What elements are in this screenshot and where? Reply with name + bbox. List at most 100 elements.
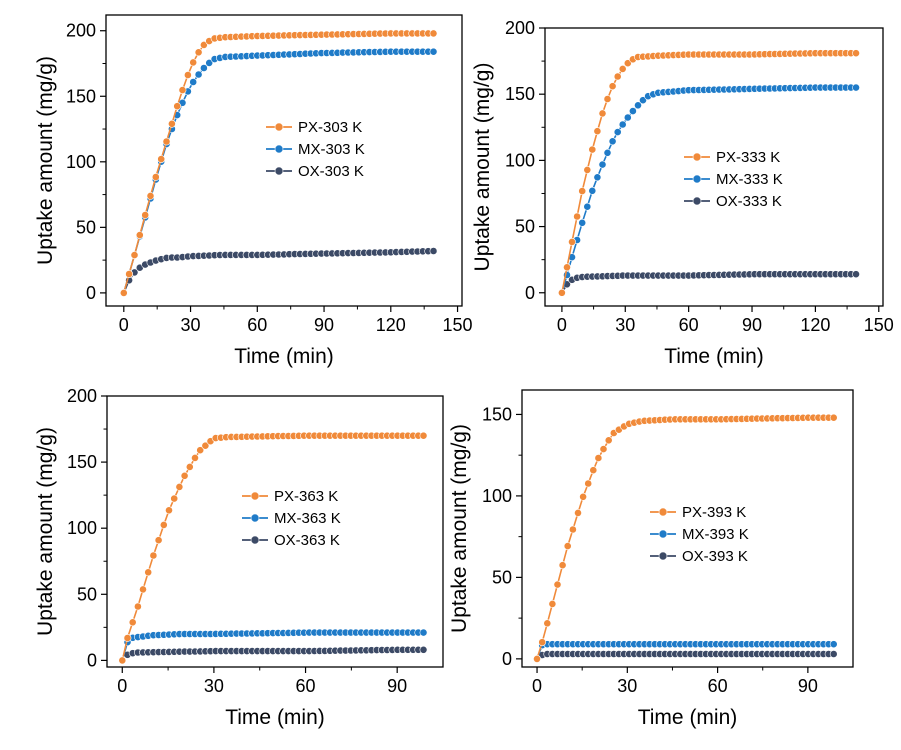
data-point (604, 436, 613, 445)
data-point (170, 494, 179, 503)
data-point (157, 155, 166, 163)
y-tick-label: 150 (482, 404, 512, 424)
plot-frame (544, 27, 884, 307)
legend-label: MX-333 K (716, 171, 783, 188)
data-point (623, 59, 632, 68)
legend-marker (250, 491, 260, 501)
data-point (852, 83, 860, 92)
data-point (598, 160, 607, 169)
y-tick-label: 0 (87, 650, 97, 670)
legend-marker (250, 513, 260, 523)
data-point (558, 561, 567, 570)
x-tick-label: 90 (798, 676, 818, 696)
data-point (141, 211, 150, 219)
data-point (579, 492, 587, 501)
series-ox (558, 270, 860, 297)
x-tick-label: 120 (376, 315, 406, 335)
legend-label: OX-303 K (298, 163, 364, 180)
data-point (185, 462, 194, 471)
data-point (165, 506, 173, 515)
data-point (533, 655, 541, 663)
data-point (573, 212, 581, 221)
series-ox (533, 650, 838, 663)
series-px (119, 29, 438, 297)
x-axis-title: Time (min) (234, 345, 334, 368)
x-tick-label: 150 (864, 315, 894, 335)
data-point (538, 638, 547, 647)
x-tick-label: 150 (443, 315, 473, 335)
legend-label: OX-333 K (716, 193, 782, 210)
y-tick-label: 50 (515, 217, 535, 237)
data-point (149, 551, 158, 560)
data-point (130, 251, 139, 259)
series-line (121, 434, 424, 661)
legend-label: OX-363 K (274, 532, 340, 549)
data-point (553, 580, 562, 589)
y-tick-label: 200 (67, 386, 97, 406)
y-axis-ticks: 0 50 100 150 200 (66, 21, 106, 303)
data-point (543, 619, 552, 628)
data-point (167, 119, 176, 128)
data-point (180, 471, 189, 480)
data-point (618, 120, 627, 129)
x-axis-title: Time (min) (638, 706, 738, 729)
data-point (154, 536, 163, 545)
x-tick-label: 0 (119, 315, 129, 335)
legend-marker (274, 122, 284, 132)
data-point (563, 542, 572, 550)
data-point (629, 107, 637, 115)
x-axis-ticks: 0 30 60 90 (117, 667, 407, 696)
data-point (196, 446, 205, 455)
data-point (608, 137, 617, 146)
data-point (189, 58, 198, 67)
x-tick-label: 90 (387, 676, 407, 696)
x-axis-title: Time (min) (664, 345, 764, 368)
data-point (584, 479, 593, 488)
plot-frame (106, 395, 444, 668)
data-point (429, 47, 438, 56)
data-point (593, 127, 602, 136)
x-tick-label: 60 (247, 315, 267, 335)
y-axis-ticks: 0 50 100 150 200 (67, 386, 107, 670)
data-point (568, 237, 576, 246)
legend: PX-393 K MX-393 K OX-393 K (650, 504, 749, 565)
series-mx (533, 640, 838, 663)
legend-marker (250, 535, 260, 545)
data-point (419, 431, 428, 440)
data-point (128, 618, 137, 627)
data-point (608, 82, 617, 91)
data-point (639, 96, 647, 105)
series-px (118, 431, 428, 665)
data-point (594, 454, 603, 462)
y-axis-title: Uptake amount (mg/g) (34, 56, 57, 265)
x-axis-ticks: 0 30 60 90 (532, 667, 818, 696)
legend: PX-363 K MX-363 K OX-363 K (242, 488, 341, 549)
y-tick-label: 0 (525, 283, 535, 303)
data-point (548, 600, 557, 608)
plot-frame (521, 389, 854, 668)
data-point (589, 466, 598, 475)
legend-marker (692, 152, 702, 162)
data-point (603, 95, 612, 103)
y-tick-label: 0 (86, 283, 96, 303)
data-point (133, 602, 142, 611)
x-tick-label: 60 (679, 315, 699, 335)
legend: PX-333 K MX-333 K OX-333 K (684, 149, 783, 210)
data-point (199, 41, 208, 49)
x-tick-label: 60 (708, 676, 728, 696)
chart-panel-2: 0 30 60 90 120 150 0 50 100 150 200 Time (min) Uptak… (471, 18, 894, 368)
data-point (123, 634, 132, 642)
data-point (175, 482, 184, 491)
chart-panel-4: 0 30 60 90 0 50 100 150 Time (min) Uptake amount … (448, 389, 854, 729)
series-mx (118, 628, 428, 665)
data-point (613, 128, 622, 136)
y-tick-label: 150 (67, 452, 97, 472)
data-point (419, 645, 428, 654)
legend-label: MX-393 K (682, 526, 749, 543)
chart-panel-3: 0 30 60 90 0 50 100 150 200 Time (min) Uptake amou… (34, 386, 444, 729)
series-px (558, 49, 860, 297)
data-point (588, 186, 597, 195)
data-point (829, 650, 838, 658)
plot-frame (105, 14, 463, 307)
data-point (852, 270, 860, 279)
